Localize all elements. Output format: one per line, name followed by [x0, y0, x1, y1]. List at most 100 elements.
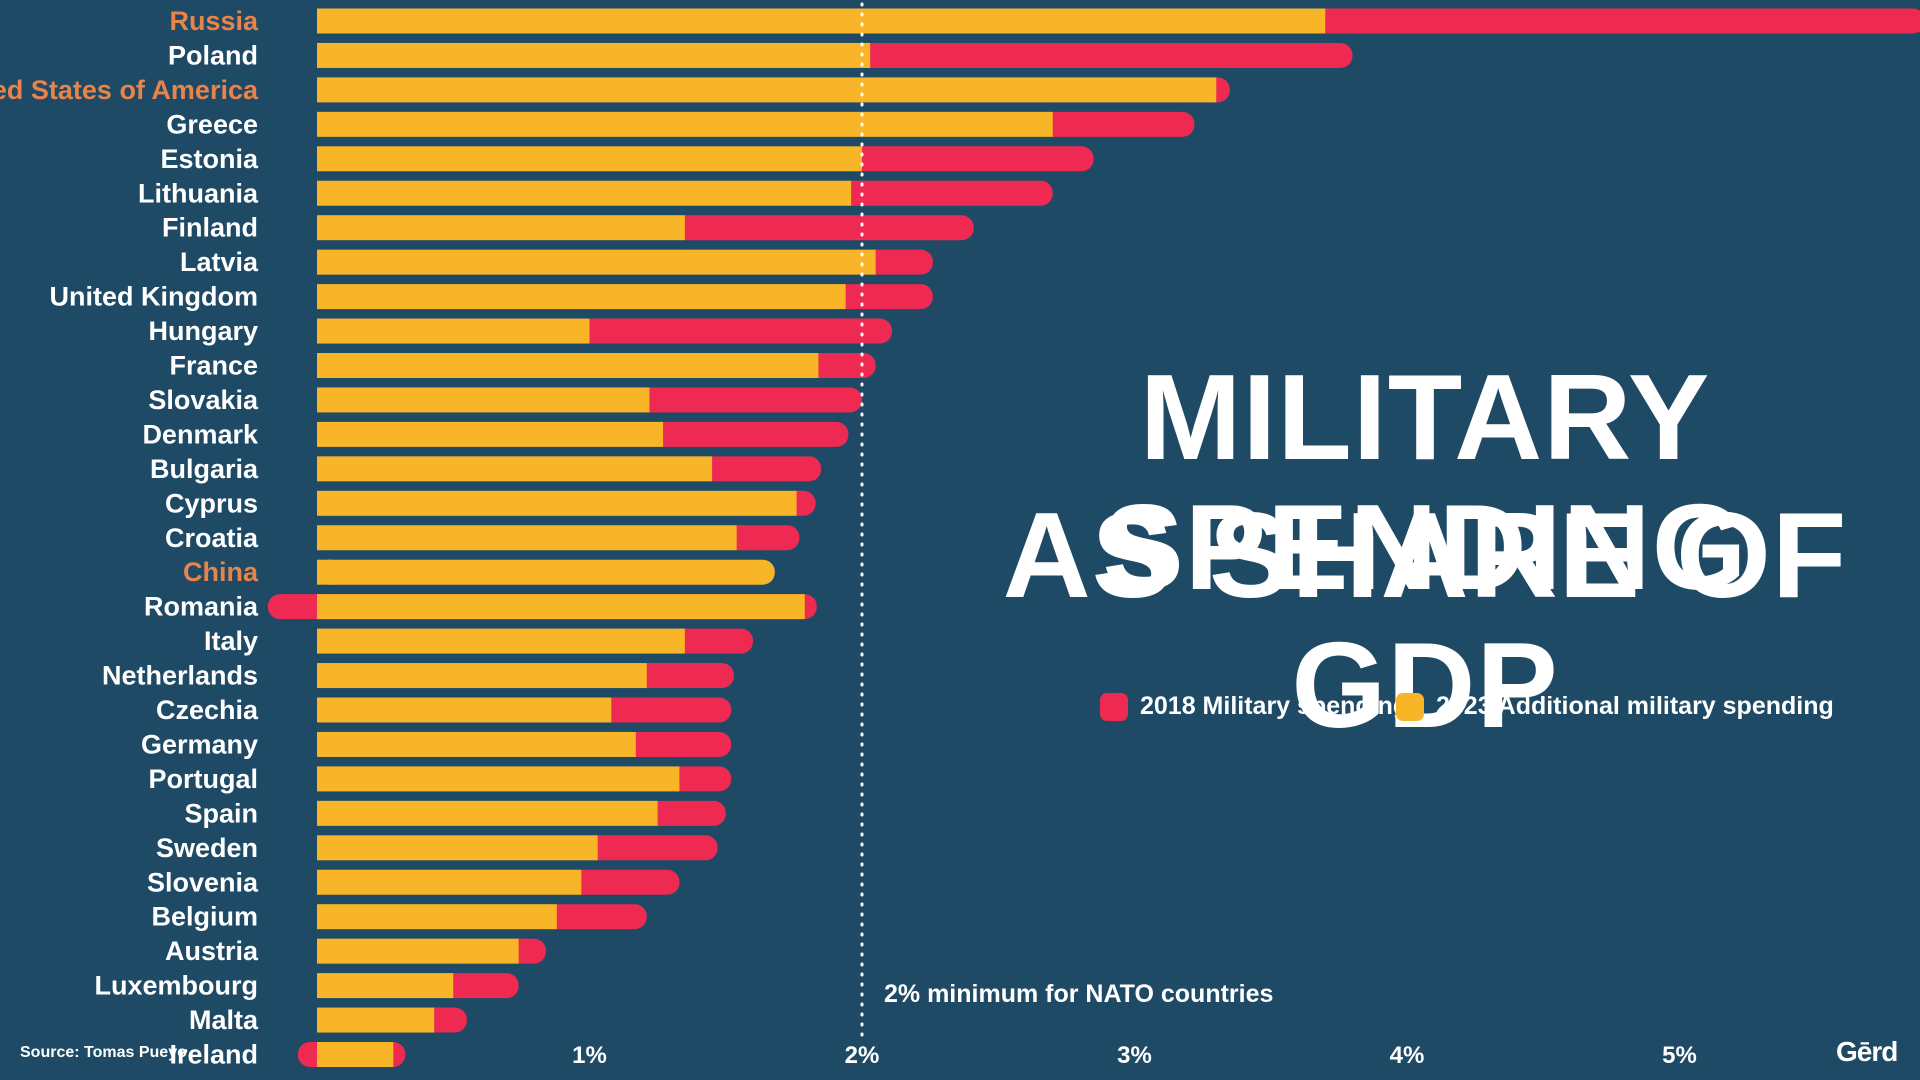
bar-2023-lithuania: [839, 180, 1053, 206]
bar-2023-finland: [672, 215, 974, 241]
bar-2018-luxembourg: [317, 973, 454, 999]
bar-2018-base-china: [317, 559, 333, 585]
country-label-malta: Malta: [189, 1005, 259, 1035]
country-label-cyprus: Cyprus: [165, 488, 258, 518]
country-label-slovakia: Slovakia: [148, 385, 259, 415]
bar-row-portugal: Portugal: [148, 764, 732, 794]
bar-row-poland: Poland: [168, 40, 1353, 70]
bar-row-cyprus: Cyprus: [165, 488, 816, 518]
bar-row-china: China: [183, 557, 775, 587]
bar-2023-czechia: [599, 697, 732, 723]
legend-label-2018: 2018 Military spending: [1140, 692, 1409, 720]
bar-2018-bulgaria: [317, 456, 713, 482]
bar-2023-slovenia: [569, 869, 680, 895]
bar-row-finland: Finland: [162, 213, 974, 243]
bar-row-united-kingdom: United Kingdom: [50, 282, 933, 312]
legend-item-2018: 2018 Military spending: [1100, 692, 1408, 721]
bar-2023-germany: [623, 731, 732, 757]
bar-row-sweden: Sweden: [156, 833, 718, 863]
bar-2023-greece: [1040, 111, 1195, 137]
bar-2023-italy: [672, 628, 753, 654]
bar-2018-croatia: [317, 525, 737, 551]
x-tick-label-5: 5%: [1662, 1042, 1697, 1069]
bar-row-denmark: Denmark: [142, 419, 849, 449]
bar-row-italy: Italy: [204, 626, 753, 656]
bar-row-hungary: Hungary: [148, 316, 892, 346]
bar-2023-portugal: [667, 766, 732, 792]
bar-2018-malta: [317, 1007, 435, 1033]
legend-swatch-2018: [1100, 692, 1128, 721]
bar-row-netherlands: Netherlands: [102, 661, 734, 691]
country-label-portugal: Portugal: [148, 764, 258, 794]
bar-2023-spain: [645, 800, 726, 826]
bar-row-lithuania: Lithuania: [138, 178, 1053, 208]
bar-2018-belgium: [317, 904, 557, 930]
bar-2018-finland: [317, 215, 685, 241]
country-label-ireland: Ireland: [169, 1040, 258, 1070]
bar-2018-france: [317, 353, 819, 378]
bar-2018-russia: [317, 8, 1326, 34]
bar-2018-spain: [317, 800, 658, 826]
chart-title-line-2: AS SHARE OF GDP: [1002, 487, 1848, 753]
brand-logo: Gērd: [1836, 1036, 1898, 1067]
bar-2023-russia: [1313, 8, 1920, 34]
bar-row-germany: Germany: [141, 729, 732, 759]
bar-2018-italy: [317, 628, 685, 654]
country-label-united-kingdom: United Kingdom: [50, 282, 258, 312]
bar-row-romania: Romania: [144, 592, 817, 622]
bar-row-belgium: Belgium: [151, 902, 647, 932]
country-label-lithuania: Lithuania: [138, 178, 259, 208]
source-credit: Source: Tomas Pueyo: [20, 1044, 187, 1061]
country-label-germany: Germany: [141, 729, 258, 759]
legend-swatch-2023: [1396, 692, 1424, 721]
bar-2023-hungary: [577, 318, 892, 344]
legend-label-2023: 2023 Additional military spending: [1436, 692, 1834, 720]
x-tick-label-2: 2%: [845, 1042, 880, 1069]
bar-2023-netherlands: [634, 663, 734, 689]
bar-2023-france: [806, 353, 876, 378]
bar-2018-germany: [317, 731, 636, 757]
bar-2018-united-states-of-america: [317, 77, 1217, 103]
bar-row-ireland: Ireland: [169, 1040, 406, 1070]
bar-2018-sweden: [317, 835, 598, 861]
legend-item-2023: 2023 Additional military spending: [1396, 692, 1834, 721]
bar-row-luxembourg: Luxembourg: [94, 971, 519, 1001]
bar-2023-croatia: [724, 525, 800, 551]
country-label-czechia: Czechia: [156, 695, 259, 725]
country-label-belgium: Belgium: [151, 902, 258, 932]
country-label-china: China: [183, 557, 259, 587]
x-tick-label-3: 3%: [1117, 1042, 1152, 1069]
country-label-latvia: Latvia: [180, 247, 259, 277]
bar-2018-estonia: [317, 146, 862, 172]
country-label-united-states-of-america: United States of America: [0, 75, 259, 105]
bar-row-bulgaria: Bulgaria: [150, 454, 822, 484]
bar-2018-cyprus: [317, 490, 797, 516]
bar-2023-bulgaria: [700, 456, 822, 482]
bar-2023-denmark: [651, 421, 849, 447]
country-label-finland: Finland: [162, 213, 258, 243]
country-label-greece: Greece: [166, 109, 258, 139]
bar-2023-latvia: [863, 249, 933, 275]
bar-2023-poland: [858, 42, 1353, 68]
bar-row-russia: Russia: [169, 6, 1920, 36]
x-tick-label-4: 4%: [1390, 1042, 1425, 1069]
country-label-romania: Romania: [144, 592, 259, 622]
country-label-croatia: Croatia: [165, 523, 259, 553]
country-label-poland: Poland: [168, 40, 258, 70]
bar-row-greece: Greece: [166, 109, 1195, 139]
nato-threshold-note: 2% minimum for NATO countries: [884, 980, 1274, 1008]
x-tick-label-1: 1%: [572, 1042, 607, 1069]
bar-2018-united-kingdom: [317, 284, 846, 310]
bar-row-slovakia: Slovakia: [148, 385, 862, 415]
bar-row-united-states-of-america: United States of America: [0, 75, 1230, 105]
bar-2023-sweden: [585, 835, 718, 861]
bar-2018-czechia: [317, 697, 612, 723]
country-label-austria: Austria: [165, 936, 259, 966]
bar-2018-ireland: [317, 1042, 394, 1067]
bar-row-france: France: [169, 351, 876, 381]
bar-row-czechia: Czechia: [156, 695, 732, 725]
bar-2023-estonia: [850, 146, 1094, 172]
bar-2023-slovakia: [637, 387, 862, 413]
country-label-luxembourg: Luxembourg: [94, 971, 258, 1001]
bar-2018-netherlands: [317, 663, 647, 689]
